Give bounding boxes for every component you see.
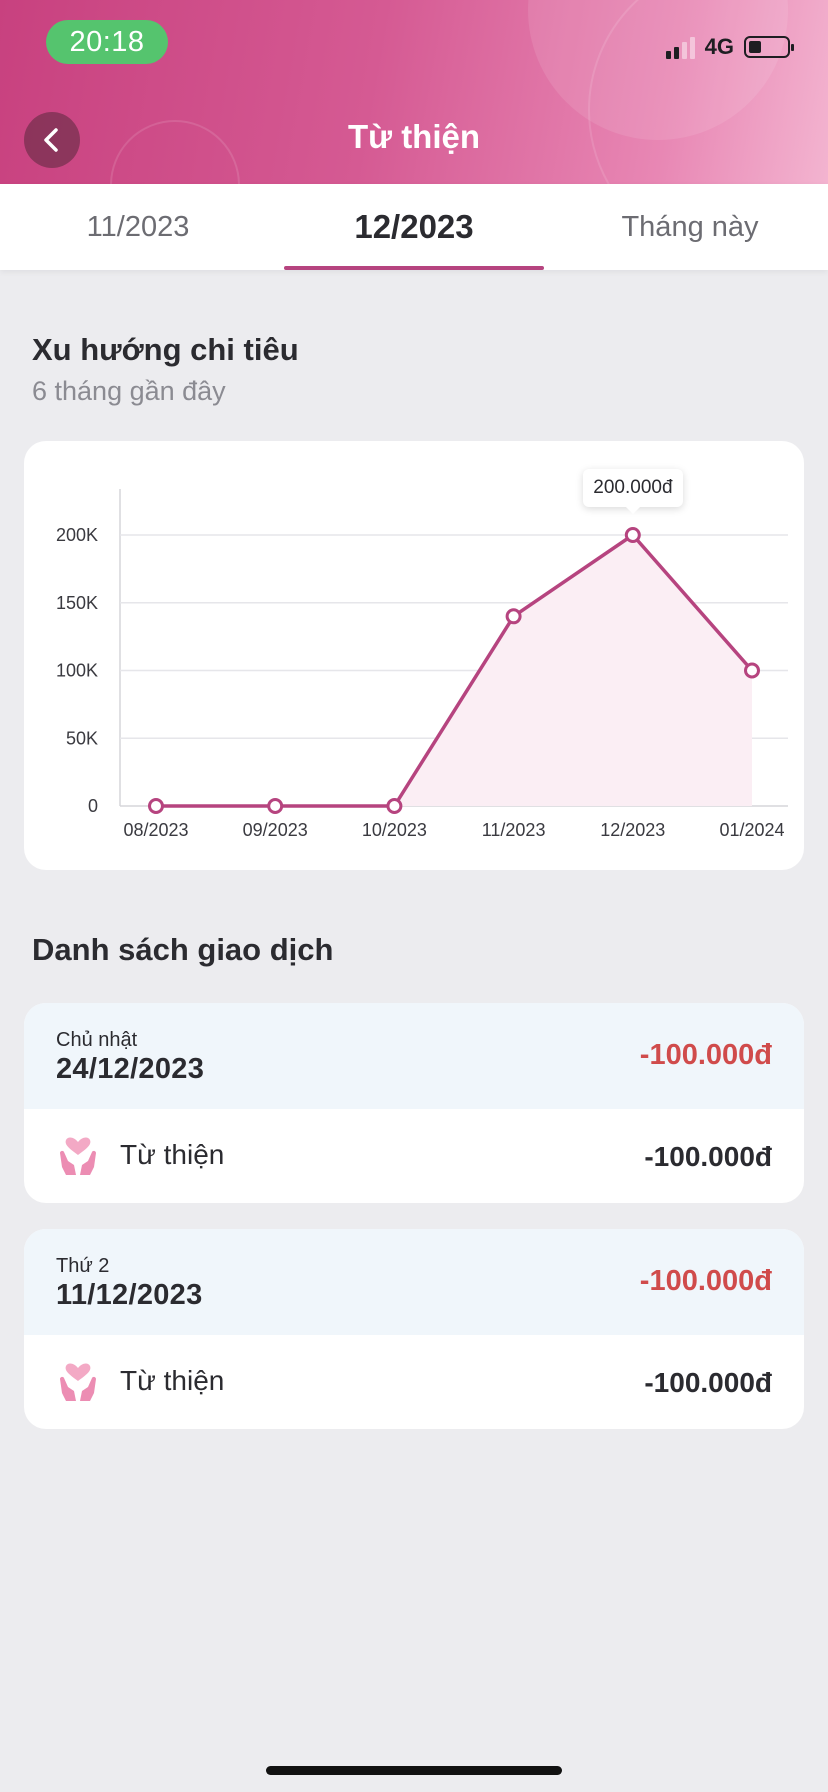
transaction-group-header: Chủ nhật 24/12/2023 -100.000đ [24,1003,804,1109]
x-tick-label: 11/2023 [482,820,546,840]
page-title: Từ thiện [347,118,481,155]
data-point [148,798,164,814]
tab-december-2023[interactable]: 12/2023 [276,184,552,270]
x-tick-label: 08/2023 [123,820,188,840]
tab-this-month[interactable]: Tháng này [621,210,759,243]
chart-tooltip-arrow [625,507,640,514]
status-icons: 4G [665,34,794,60]
transaction-category: Từ thiện [120,1365,225,1396]
y-tick-label: 100K [56,661,98,681]
month-tabs: 11/2023 12/2023 Tháng này [0,184,828,270]
transaction-date: 24/12/2023 [56,1053,205,1085]
header-decoration [588,0,828,184]
transaction-group[interactable]: Chủ nhật 24/12/2023 -100.000đ Từ thiện -… [24,1003,804,1203]
transaction-group-total: -100.000đ [639,1265,772,1297]
transaction-day-label: Thứ 2 [56,1255,110,1277]
home-indicator [266,1766,562,1775]
chart-tooltip: 200.000đ [583,469,683,507]
data-point [386,798,403,814]
x-tick-label: 01/2024 [719,820,784,840]
chevron-left-icon [44,128,58,152]
spending-chart-card: 0 50K 100K 150K 200K 08/2023 09/2023 10/2023 11/… [24,441,804,870]
transaction-date: 11/12/2023 [56,1279,203,1311]
x-tick-label: 09/2023 [243,820,308,840]
transaction-row[interactable]: Từ thiện -100.000đ [24,1109,804,1203]
x-tick-label: 10/2023 [362,820,427,840]
spending-chart: 0 50K 100K 150K 200K 08/2023 09/2023 10/2023 11/… [56,489,788,840]
transactions-title: Danh sách giao dịch [32,932,334,967]
network-label: 4G [704,34,734,59]
area-fill [156,535,752,806]
transaction-day-label: Chủ nhật [56,1029,138,1051]
back-button[interactable] [24,112,80,168]
transaction-group-header: Thứ 2 11/12/2023 -100.000đ [24,1229,804,1335]
tab-november-2023[interactable]: 11/2023 [86,210,190,243]
transaction-group-total: -100.000đ [639,1039,772,1071]
battery-icon [744,36,794,58]
y-tick-label: 150K [56,593,98,613]
data-point [744,662,760,679]
signal-icon [665,35,695,59]
trend-subtitle: 6 tháng gần đây [32,376,226,406]
charity-heart-hands-icon [60,1137,96,1175]
transaction-group[interactable]: Thứ 2 11/12/2023 -100.000đ Từ thiện -100… [24,1229,804,1429]
transaction-category: Từ thiện [120,1139,225,1170]
transaction-amount: -100.000đ [644,1367,772,1398]
data-point [624,527,641,543]
data-point [267,798,284,814]
y-tick-label: 200K [56,525,98,545]
series-line [156,533,754,808]
data-point [505,608,522,625]
transaction-amount: -100.000đ [644,1141,772,1172]
transaction-row[interactable]: Từ thiện -100.000đ [24,1335,804,1429]
trend-title: Xu hướng chi tiêu [32,332,299,367]
y-tick-label: 0 [88,796,98,816]
header: 20:18 4G Từ thiện [0,0,828,184]
charity-heart-hands-icon [60,1363,96,1401]
y-tick-label: 50K [66,728,98,748]
x-tick-label: 12/2023 [600,820,665,840]
status-time: 20:18 [46,20,168,64]
